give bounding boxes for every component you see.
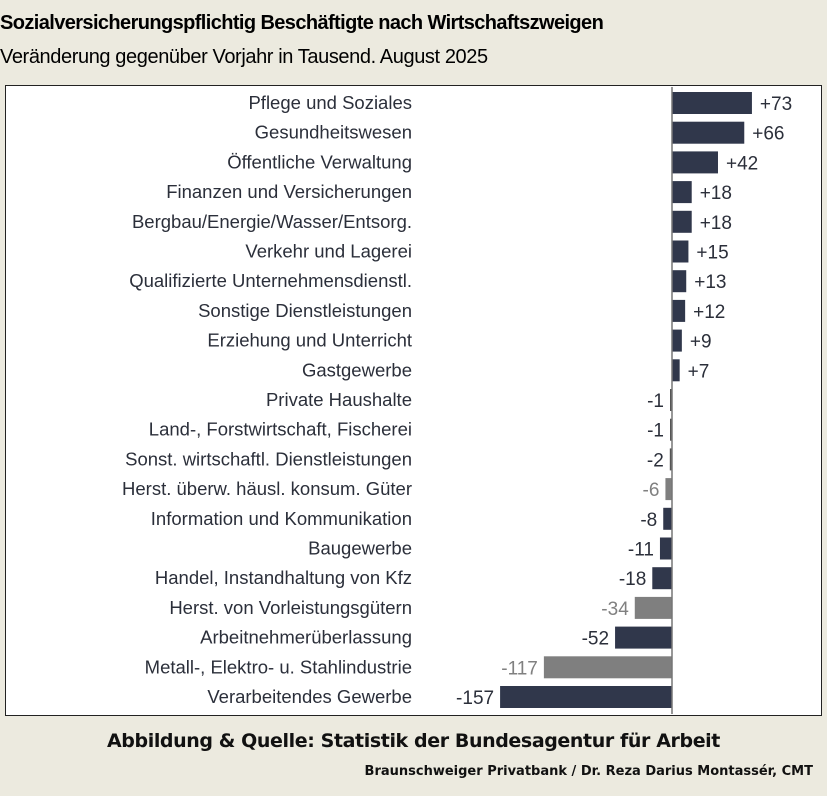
category-label: Metall-, Elektro- u. Stahlindustrie xyxy=(145,656,412,677)
chart-subtitle: Veränderung gegenüber Vorjahr in Tausend… xyxy=(0,46,488,68)
value-label: -6 xyxy=(643,480,660,501)
bar xyxy=(665,478,672,501)
category-label: Handel, Instandhaltung von Kfz xyxy=(155,567,412,588)
value-label: +18 xyxy=(700,213,732,234)
bar xyxy=(672,299,686,322)
value-label: -2 xyxy=(647,450,664,471)
category-label: Qualifizierte Unternehmensdienstl. xyxy=(129,270,412,291)
category-label: Verkehr und Lagerei xyxy=(245,241,412,262)
bar xyxy=(672,270,687,293)
value-label: +15 xyxy=(696,243,728,264)
category-label: Herst. von Vorleistungsgütern xyxy=(169,597,412,618)
bar xyxy=(500,686,672,708)
value-label: +18 xyxy=(700,183,732,204)
bar xyxy=(672,359,680,382)
category-label: Pflege und Soziales xyxy=(248,92,412,113)
value-label: +12 xyxy=(693,302,725,323)
value-label: +66 xyxy=(752,124,784,145)
category-label: Sonst. wirtschaftl. Dienstleistungen xyxy=(125,448,412,469)
value-label: -1 xyxy=(647,421,664,442)
value-label: -11 xyxy=(628,540,654,561)
category-label: Öffentliche Verwaltung xyxy=(227,151,412,172)
bar xyxy=(663,507,672,530)
source-caption: Abbildung & Quelle: Statistik der Bundes… xyxy=(107,730,720,752)
bar xyxy=(672,92,752,114)
category-label: Gastgewerbe xyxy=(302,359,412,380)
bar xyxy=(543,656,672,679)
author-caption: Braunschweiger Privatbank / Dr. Reza Dar… xyxy=(364,764,813,779)
bar xyxy=(670,389,672,411)
bar xyxy=(672,121,745,144)
category-label: Arbeitnehmerüberlassung xyxy=(200,627,412,648)
value-label: -18 xyxy=(619,569,646,590)
bar xyxy=(669,448,672,471)
category-label: Verarbeitendes Gewerbe xyxy=(207,686,412,707)
category-label: Bergbau/Energie/Wasser/Entsorg. xyxy=(132,211,412,232)
value-label: -157 xyxy=(456,688,494,709)
bar xyxy=(672,240,689,263)
category-label: Finanzen und Versicherungen xyxy=(166,181,412,202)
value-label: +42 xyxy=(726,153,758,174)
bar xyxy=(670,418,672,441)
value-label: -34 xyxy=(601,599,629,620)
value-label: +73 xyxy=(760,94,792,115)
value-label: +13 xyxy=(694,272,726,293)
value-label: -8 xyxy=(640,510,657,531)
category-label: Herst. überw. häusl. konsum. Güter xyxy=(122,478,412,499)
value-label: -117 xyxy=(501,658,538,679)
value-label: +7 xyxy=(688,361,710,382)
category-label: Gesundheitswesen xyxy=(255,122,412,143)
bar xyxy=(615,626,672,649)
bar xyxy=(634,596,672,619)
bar xyxy=(672,181,692,204)
category-label: Baugewerbe xyxy=(308,538,412,559)
category-label: Private Haushalte xyxy=(266,389,412,410)
category-label: Information und Kommunikation xyxy=(151,508,412,529)
value-label: -52 xyxy=(582,629,609,650)
bar xyxy=(672,329,682,352)
chart-title: Sozialversicherungspflichtig Beschäftigt… xyxy=(0,12,604,34)
bar xyxy=(659,537,672,560)
value-label: -1 xyxy=(647,391,664,412)
bar xyxy=(672,151,718,174)
category-label: Land-, Forstwirtschaft, Fischerei xyxy=(149,419,412,440)
bar xyxy=(652,567,672,590)
value-label: +9 xyxy=(690,332,712,353)
bar xyxy=(672,210,692,233)
category-label: Erziehung und Unterricht xyxy=(207,330,412,351)
category-label: Sonstige Dienstleistungen xyxy=(198,300,412,321)
